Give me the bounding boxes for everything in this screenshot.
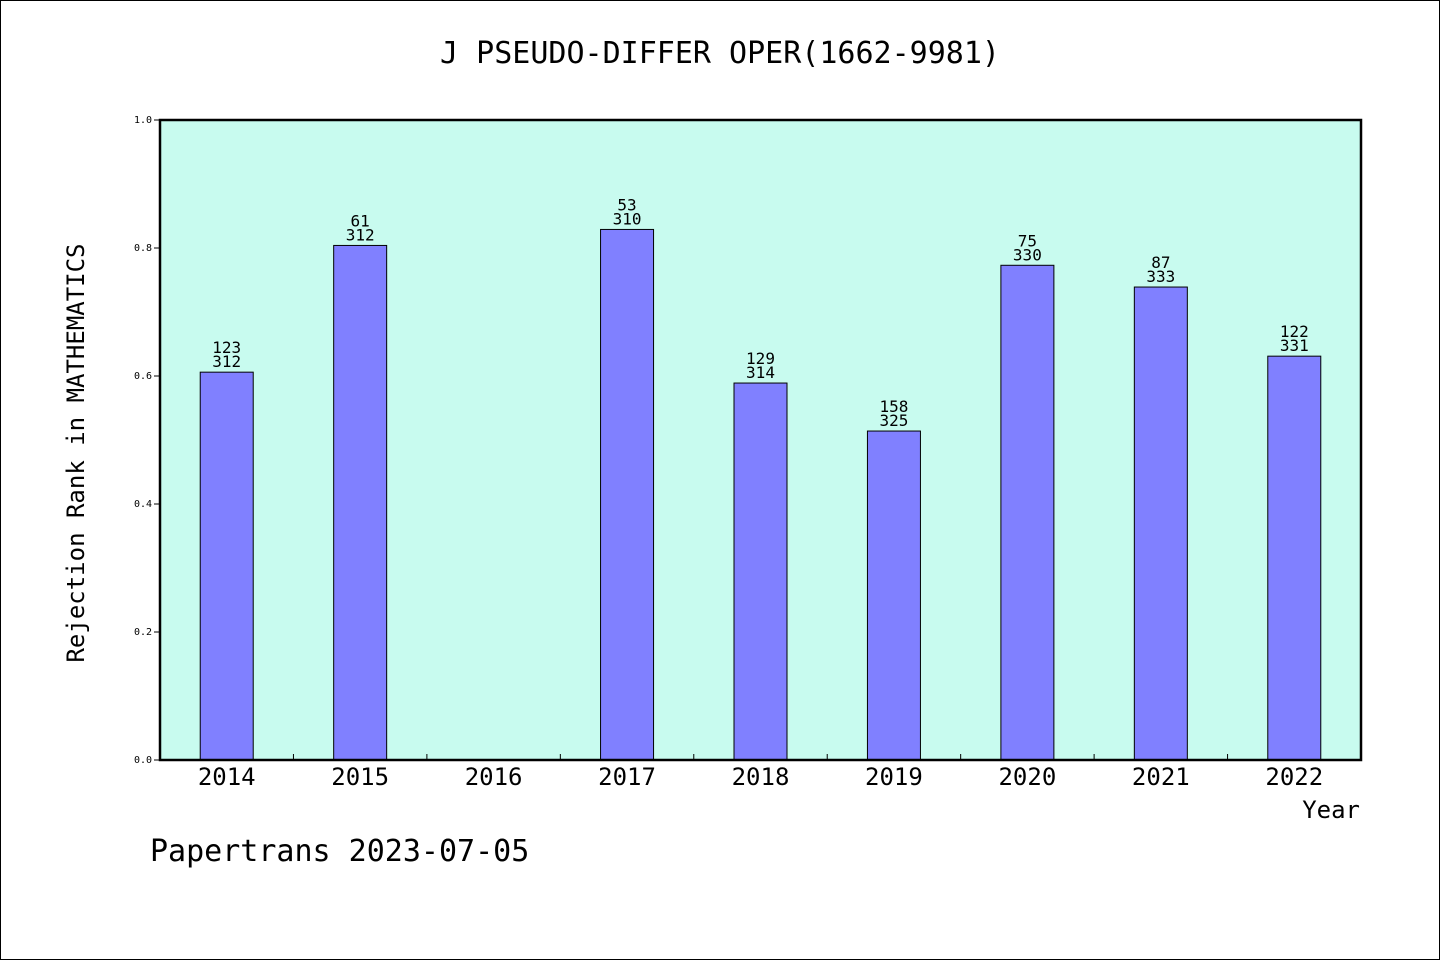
- y-axis: 0.0 0.2 0.4 0.6 0.8 1.0: [134, 115, 160, 766]
- bar-2022: [1267, 355, 1322, 761]
- bar-2014: [199, 371, 254, 761]
- y-tick-label-0.6: 0.6: [134, 371, 152, 382]
- bar-label-bottom-2018: 314: [746, 363, 775, 382]
- plot-border: [158, 118, 1363, 762]
- bar-label-top-2021: 87: [1151, 253, 1170, 272]
- bar-2017: [600, 228, 655, 761]
- bar-label-bottom-2017: 310: [613, 209, 642, 228]
- bar-label-top-2022: 122: [1280, 322, 1309, 341]
- x-tick-label-2020: 2020: [998, 763, 1056, 791]
- y-tick-label-1.0: 1.0: [134, 115, 152, 126]
- bar-label-bottom-2015: 312: [346, 225, 375, 244]
- footer-text: Papertrans 2023-07-05: [150, 834, 530, 869]
- bar-label-bottom-2022: 331: [1280, 336, 1309, 355]
- bar-2015: [333, 244, 388, 761]
- bar-2021: [1133, 286, 1188, 761]
- bar-label-top-2017: 53: [617, 195, 636, 214]
- bars-group: [199, 228, 1322, 761]
- x-tick-label-2015: 2015: [331, 763, 389, 791]
- y-tick-label-0.8: 0.8: [134, 243, 152, 254]
- x-tick-label-2017: 2017: [598, 763, 656, 791]
- bar-2019: [866, 430, 921, 761]
- bar-label-top-2014: 123: [212, 338, 241, 357]
- x-tick-label-2014: 2014: [198, 763, 256, 791]
- chart-title: J PSEUDO-DIFFER OPER(1662-9981): [440, 36, 1000, 71]
- x-axis-label: Year: [1302, 796, 1360, 824]
- y-tick-label-0.4: 0.4: [134, 499, 152, 510]
- x-tick-label-2021: 2021: [1132, 763, 1190, 791]
- x-tick-label-2022: 2022: [1265, 763, 1323, 791]
- bar-label-top-2019: 158: [879, 397, 908, 416]
- bar-label-bottom-2021: 333: [1146, 267, 1175, 286]
- y-axis-label: Rejection Rank in MATHEMATICS: [62, 243, 90, 663]
- y-tick-label-0.2: 0.2: [134, 627, 152, 638]
- bar-label-bottom-2020: 330: [1013, 245, 1042, 264]
- bar-label-bottom-2014: 312: [212, 352, 241, 371]
- bar-label-bottom-2019: 325: [879, 411, 908, 430]
- x-tick-label-2018: 2018: [732, 763, 790, 791]
- x-tick-label-2019: 2019: [865, 763, 923, 791]
- x-tick-label-2016: 2016: [465, 763, 523, 791]
- x-axis: 2014 2015 2016 2017 2018 2019 2020 2021 2022: [198, 754, 1323, 791]
- bar-2020: [1000, 264, 1055, 761]
- y-tick-label-0.0: 0.0: [134, 755, 152, 766]
- bar-label-top-2018: 129: [746, 349, 775, 368]
- bar-2018: [733, 382, 788, 761]
- bar-label-top-2015: 61: [351, 211, 370, 230]
- bar-label-top-2020: 75: [1018, 231, 1037, 250]
